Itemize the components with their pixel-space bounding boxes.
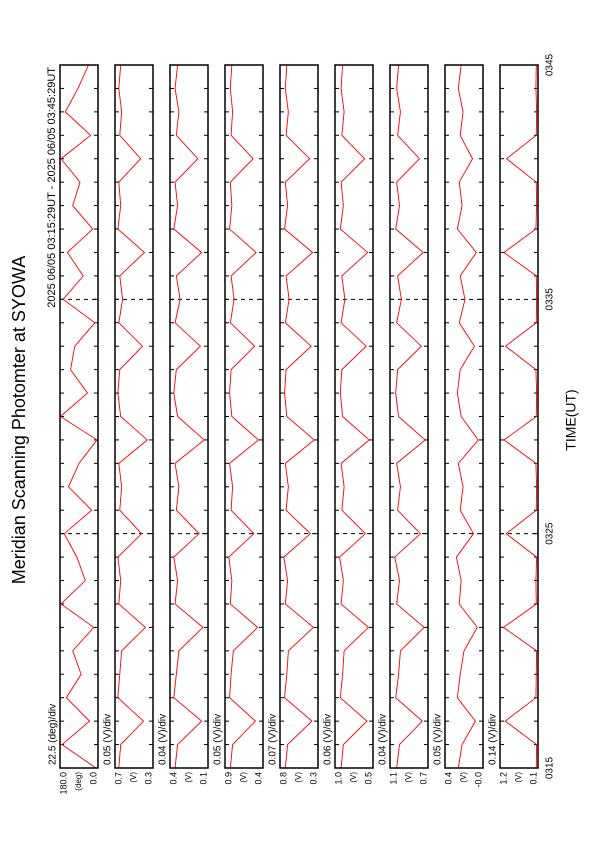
y-tick-label: -0.0 [473, 772, 483, 788]
y-axis-label: (V) [294, 772, 303, 783]
trace-line [228, 64, 260, 769]
y-tick-label: 0.1 [198, 772, 208, 785]
x-tick-label: 0345 [545, 53, 556, 76]
panel-frame [224, 64, 264, 769]
scale-label: 22.5 (deg)/div [48, 704, 59, 765]
trace-line [394, 64, 426, 769]
y-tick-label: 0.3 [143, 772, 153, 785]
y-tick-label: 0.3 [308, 772, 318, 785]
y-axis-label: (V) [349, 772, 358, 783]
y-tick-label: 0.7 [113, 772, 123, 785]
y-tick-label: 0.4 [168, 772, 178, 785]
y-axis-label: (deg) [74, 772, 83, 791]
trace-line [283, 64, 315, 769]
panel-frame [59, 64, 99, 769]
y-tick-label: 1.2 [498, 772, 508, 785]
x-tick-label: 0335 [545, 288, 556, 311]
scale-label: 0.05 (V)/div [103, 714, 114, 765]
y-tick-label: 0.5 [363, 772, 373, 785]
y-tick-label: 180.0 [58, 772, 68, 795]
y-axis-label: (V) [129, 772, 138, 783]
time-range: 2025 06/05 03:15:29UT - 2025 06/05 03:45… [46, 67, 58, 308]
scale-label: 0.05 (V)/div [433, 714, 444, 765]
y-tick-label: 0.1 [528, 772, 538, 785]
y-axis-label: (V) [184, 772, 193, 783]
y-tick-label: 0.7 [418, 772, 428, 785]
trace-line [59, 64, 98, 769]
panel-frame [169, 64, 209, 769]
y-axis-label: (V) [459, 772, 468, 783]
scale-label: 0.04 (V)/div [158, 714, 169, 765]
x-axis-label: TIME(UT) [563, 389, 579, 450]
panel-frame [389, 64, 429, 769]
y-tick-label: 0.0 [88, 772, 98, 785]
panel-frame [499, 64, 539, 769]
scale-label: 0.04 (V)/div [378, 714, 389, 765]
trace-line [117, 64, 148, 769]
y-tick-label: 0.8 [278, 772, 288, 785]
y-tick-label: 1.1 [388, 772, 398, 785]
y-axis-label: (V) [514, 772, 523, 783]
trace-line [173, 64, 205, 769]
x-tick-label: 0325 [545, 522, 556, 545]
scale-label: 0.07 (V)/div [268, 714, 279, 765]
trace-line [502, 64, 538, 769]
trace-line [339, 64, 370, 769]
scale-label: 0.06 (V)/div [323, 714, 334, 765]
scale-label: 0.14 (V)/div [488, 714, 499, 765]
trace-line [455, 64, 479, 769]
panel-frame [444, 64, 484, 769]
panel-frame [279, 64, 319, 769]
rotated-plot: Meridian Scanning Photomter at SYOWA 202… [9, 53, 579, 794]
y-tick-label: 1.0 [333, 772, 343, 785]
y-axis-label: (V) [239, 772, 248, 783]
panel-frame [334, 64, 374, 769]
y-axis-label: (V) [404, 772, 413, 783]
scale-label: 0.05 (V)/div [213, 714, 224, 765]
y-tick-label: 0.9 [223, 772, 233, 785]
panel-frame [114, 64, 154, 769]
x-tick-label: 0315 [545, 756, 556, 779]
y-tick-label: 0.4 [443, 772, 453, 785]
chart-title: Meridian Scanning Photomter at SYOWA [9, 256, 29, 584]
y-tick-label: 0.4 [253, 772, 263, 785]
